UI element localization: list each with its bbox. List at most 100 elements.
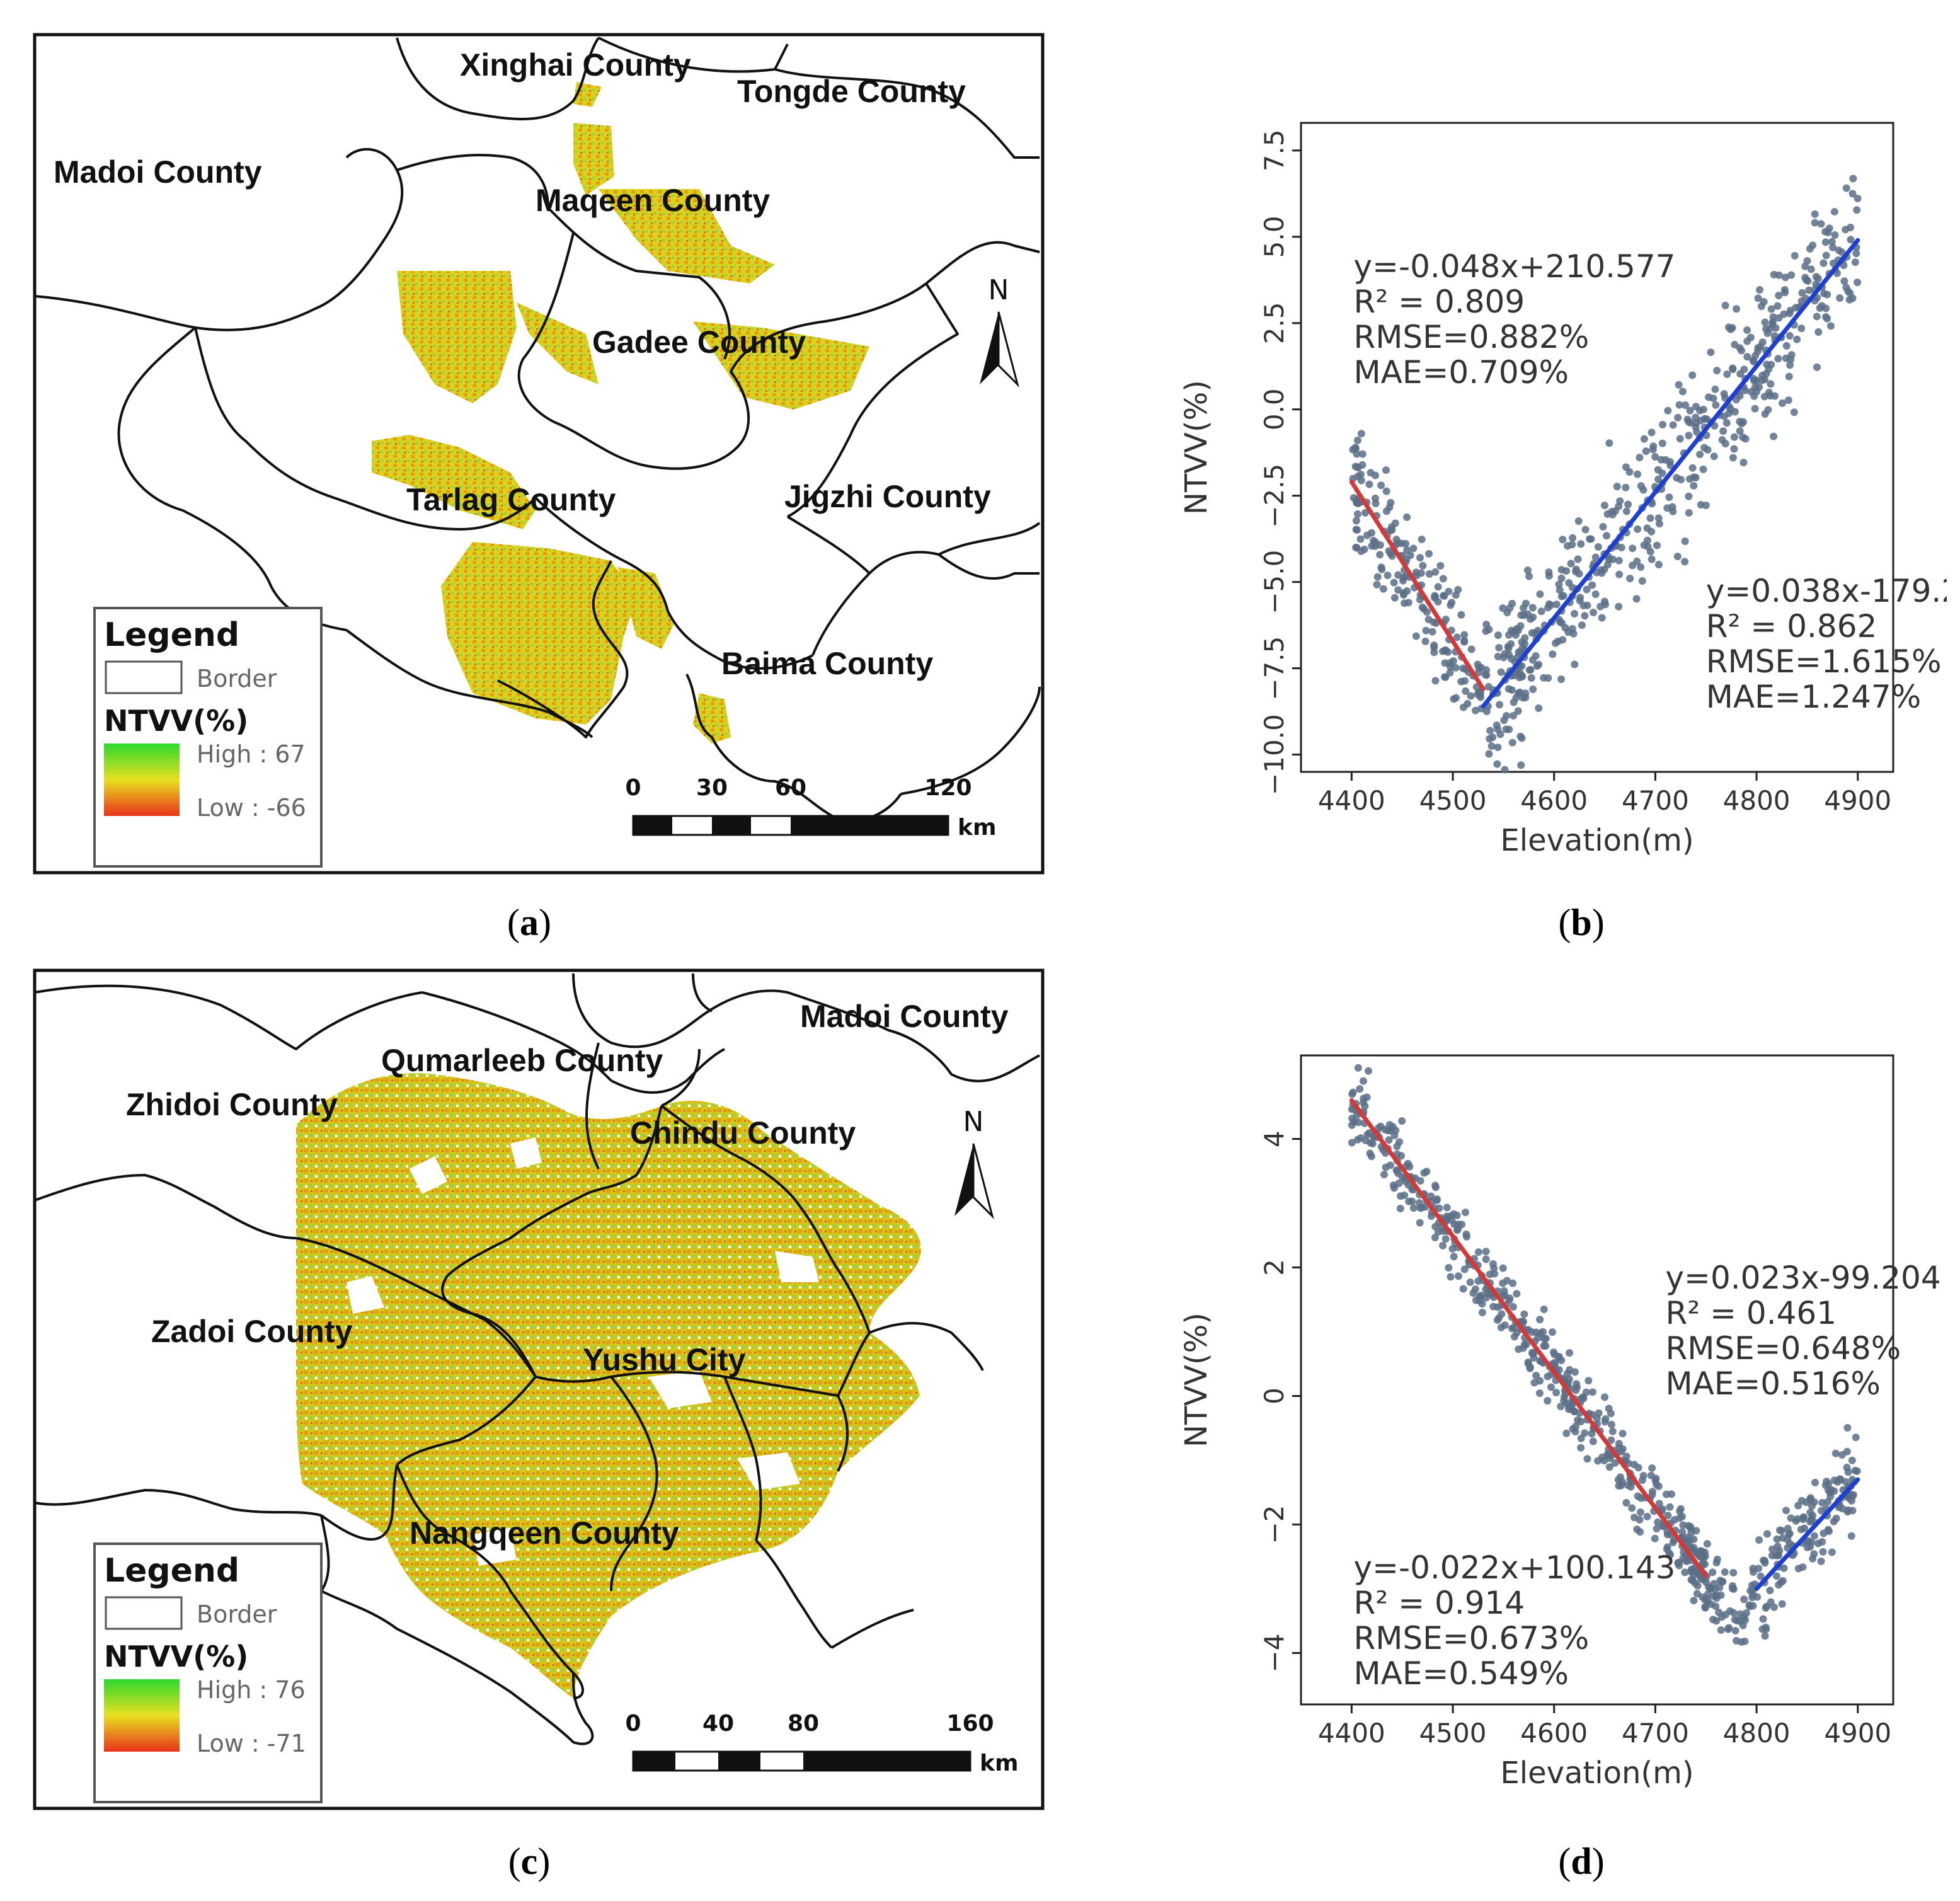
scatter-point	[1774, 1551, 1782, 1559]
regression-annotation: y=0.023x-99.204	[1665, 1260, 1940, 1296]
scatter-point	[1516, 688, 1524, 696]
scatter-point	[1574, 1416, 1582, 1424]
scatter-point	[1482, 1255, 1490, 1263]
scatter-point	[1782, 1507, 1791, 1515]
scatter-point	[1585, 1377, 1593, 1385]
scatter-point	[1676, 1505, 1685, 1513]
scatter-point	[1629, 544, 1637, 553]
scatter-point	[1431, 677, 1440, 685]
x-tick-label: 4400	[1318, 785, 1385, 816]
scatter-point	[1666, 461, 1675, 469]
scatter-point	[1611, 507, 1619, 515]
scatter-point	[1709, 1568, 1717, 1577]
caption-b: (b)	[1558, 902, 1605, 943]
scatter-point	[1741, 1637, 1749, 1645]
scatter-point	[1674, 413, 1682, 422]
scatter-point	[1439, 575, 1447, 583]
scatter-point	[1798, 289, 1806, 297]
scatter-point	[1824, 1486, 1832, 1495]
scatter-point	[1478, 1300, 1486, 1308]
scatter-point	[1431, 1233, 1439, 1241]
scatter-point	[1654, 1518, 1662, 1526]
scatter-point	[1425, 570, 1433, 578]
scatter-point	[1454, 1220, 1462, 1228]
scatter-point	[1406, 1163, 1414, 1171]
scatter-point	[1457, 611, 1465, 619]
scatter-point	[1562, 1429, 1571, 1437]
scatter-point	[1622, 483, 1630, 491]
scatter-point	[1498, 1310, 1506, 1318]
x-tick-label: 4900	[1824, 1718, 1891, 1749]
scatter-point	[1471, 706, 1479, 715]
scatter-point	[1545, 571, 1553, 580]
scatter-point	[1443, 1214, 1452, 1222]
scatter-point	[1747, 388, 1755, 396]
scatter-point	[1630, 1461, 1638, 1469]
scatter-point	[1813, 313, 1821, 321]
scatter-point	[1559, 536, 1567, 544]
scatter-point	[1544, 1397, 1552, 1405]
scatter-point	[1360, 545, 1368, 553]
scatter-point	[1507, 640, 1515, 648]
scatter-point	[1685, 475, 1694, 483]
scatter-point	[1649, 445, 1657, 454]
scatter-point	[1449, 657, 1457, 665]
scatter-point	[1838, 1451, 1846, 1459]
scatter-point	[1462, 1232, 1470, 1241]
scatter-point	[1704, 445, 1712, 454]
scatter-point	[1520, 1318, 1528, 1326]
scatter-point	[1728, 1585, 1736, 1593]
scatter-point	[1474, 1277, 1482, 1285]
scatter-point	[1572, 565, 1580, 573]
map-c-county-label: Qumarleeb County	[381, 1043, 663, 1078]
scatter-point	[1493, 760, 1501, 768]
scatter-point	[1367, 469, 1375, 477]
scatter-point	[1441, 1235, 1450, 1243]
regression-annotation: MAE=0.709%	[1354, 354, 1569, 391]
scatter-point	[1508, 599, 1516, 607]
scatter-point	[1825, 224, 1833, 233]
scatter-point	[1838, 1505, 1847, 1513]
scatter-point	[1781, 289, 1789, 297]
scatter-point	[1487, 742, 1496, 750]
scatter-point	[1442, 646, 1450, 655]
scatter-point	[1441, 616, 1450, 624]
scatter-point	[1811, 219, 1819, 227]
scatter-point	[1435, 1204, 1443, 1212]
scatter-point	[1557, 1403, 1565, 1411]
scatter-point	[1692, 1527, 1700, 1535]
scatter-point	[1681, 1568, 1689, 1577]
scatter-point	[1643, 536, 1651, 544]
scatter-point	[1452, 591, 1460, 599]
scatter-point	[1387, 498, 1395, 507]
scatter-point	[1663, 1543, 1671, 1551]
scatter-point	[1830, 207, 1838, 215]
scatter-point	[1583, 1455, 1591, 1463]
scatter-point	[1559, 636, 1567, 644]
scatter-point	[1826, 322, 1835, 330]
scatter-point	[1655, 520, 1663, 528]
y-tick-label: 0	[1259, 1387, 1290, 1404]
x-tick-label: 4500	[1419, 1718, 1487, 1749]
scatter-point	[1651, 1534, 1659, 1542]
scatter-point	[1505, 725, 1513, 733]
scatter-point	[1602, 532, 1610, 540]
regression-annotation: RMSE=0.882%	[1354, 319, 1590, 355]
scatter-point	[1520, 611, 1528, 619]
scatter-point	[1536, 1316, 1544, 1324]
scatter-point	[1709, 1616, 1717, 1624]
regression-annotation: y=-0.022x+100.143	[1354, 1549, 1676, 1586]
scatter-point	[1527, 674, 1535, 682]
scatter-point	[1755, 1536, 1763, 1544]
scatter-point	[1495, 644, 1503, 652]
caption-d: (d)	[1558, 1841, 1605, 1882]
scatter-point	[1811, 1478, 1819, 1486]
scatter-point	[1531, 629, 1539, 637]
scatter-point	[1598, 614, 1606, 622]
scatter-point	[1372, 499, 1380, 507]
scatter-point	[1405, 1197, 1413, 1205]
svg-text:Legend: Legend	[104, 616, 239, 654]
scatter-point	[1852, 1433, 1860, 1442]
scatter-point	[1648, 1464, 1656, 1472]
scatter-point	[1416, 554, 1424, 562]
